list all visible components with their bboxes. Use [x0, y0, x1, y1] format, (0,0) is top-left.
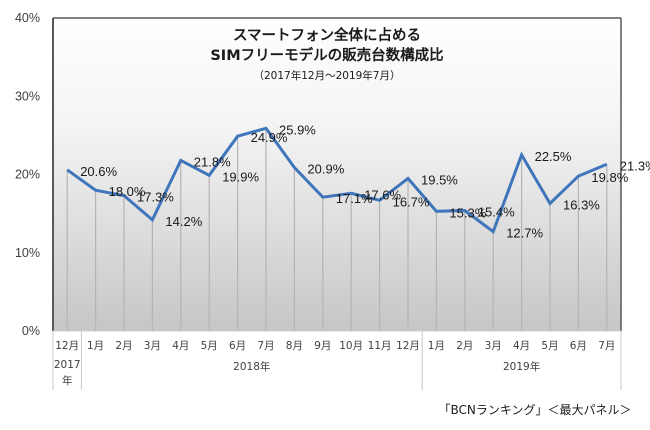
x-tick-label: 7月 — [598, 340, 615, 352]
data-label: 17.1% — [336, 191, 373, 206]
data-label: 15.3% — [449, 205, 486, 220]
data-label: 19.8% — [591, 170, 628, 185]
series — [66, 126, 608, 234]
x-tick-label: 6月 — [229, 340, 246, 352]
chart-subtitle: （2017年12月～2019年7月） — [254, 69, 401, 82]
x-axis-categories: 12月 1月 2月 3月 4月 5月 6月 7月 8月 9月 10月 11月 12月 1月 2月 3月 4月 5月… — [52, 331, 622, 390]
data-label: 16.7% — [393, 194, 430, 209]
source-note: 「BCNランキング」＜最大パネル＞ — [438, 403, 631, 417]
y-tick-label: 20% — [15, 168, 40, 182]
data-labels: 20.6% 18.0%17.3% 14.2% 21.8%19.9% 24.9%25.9%… — [80, 122, 650, 240]
x-group-label: 2017 — [54, 359, 81, 371]
x-tick-label: 4月 — [172, 340, 189, 352]
x-group-label: 2018年 — [233, 360, 270, 373]
data-label: 17.6% — [364, 187, 401, 202]
x-tick-label: 4月 — [513, 340, 530, 352]
drop-lines — [66, 128, 608, 331]
y-tick-label: 0% — [22, 324, 40, 338]
data-label: 24.9% — [251, 130, 288, 145]
data-label: 15.4% — [478, 204, 515, 219]
y-axis-ticks: 0% 10% 20% 30% 40% — [15, 11, 40, 338]
x-tick-label: 9月 — [314, 340, 331, 352]
y-tick-label: 40% — [15, 11, 40, 25]
x-group-label: 年 — [62, 374, 73, 387]
data-label: 20.9% — [307, 161, 344, 176]
x-tick-label: 12月 — [396, 340, 420, 352]
x-tick-label: 6月 — [570, 340, 587, 352]
x-tick-label: 12月 — [55, 340, 79, 352]
axes — [52, 17, 622, 332]
x-tick-label: 11月 — [368, 340, 392, 352]
x-tick-label: 5月 — [541, 340, 558, 352]
data-label: 21.8% — [194, 154, 231, 169]
y-tick-label: 10% — [15, 246, 40, 260]
x-tick-label: 1月 — [87, 340, 104, 352]
data-label: 18.0% — [109, 184, 146, 199]
data-label: 20.6% — [80, 164, 117, 179]
data-label: 16.3% — [563, 197, 600, 212]
x-tick-label: 3月 — [485, 340, 502, 352]
data-label: 19.9% — [222, 169, 259, 184]
x-tick-label: 5月 — [201, 340, 218, 352]
x-tick-label: 3月 — [144, 340, 161, 352]
x-tick-label: 2月 — [115, 340, 132, 352]
x-tick-label: 8月 — [286, 340, 303, 352]
plot-area — [53, 18, 621, 331]
x-tick-label: 1月 — [428, 340, 445, 352]
chart-title-line2: SIMフリーモデルの販売台数構成比 — [210, 46, 443, 64]
data-label: 12.7% — [506, 226, 543, 241]
y-tick-label: 30% — [15, 89, 40, 103]
x-group-label: 2019年 — [503, 360, 540, 373]
data-label: 22.5% — [535, 149, 572, 164]
series-line — [66, 126, 608, 234]
data-label: 17.3% — [137, 190, 174, 205]
data-label: 25.9% — [279, 122, 316, 137]
data-label: 14.2% — [165, 214, 202, 229]
chart-title: スマートフォン全体に占める — [233, 26, 421, 44]
x-tick-label: 10月 — [339, 340, 363, 352]
x-tick-label: 2月 — [456, 340, 473, 352]
x-tick-label: 7月 — [257, 340, 274, 352]
data-label: 19.5% — [421, 172, 458, 187]
data-label: 21.3% — [620, 158, 650, 173]
